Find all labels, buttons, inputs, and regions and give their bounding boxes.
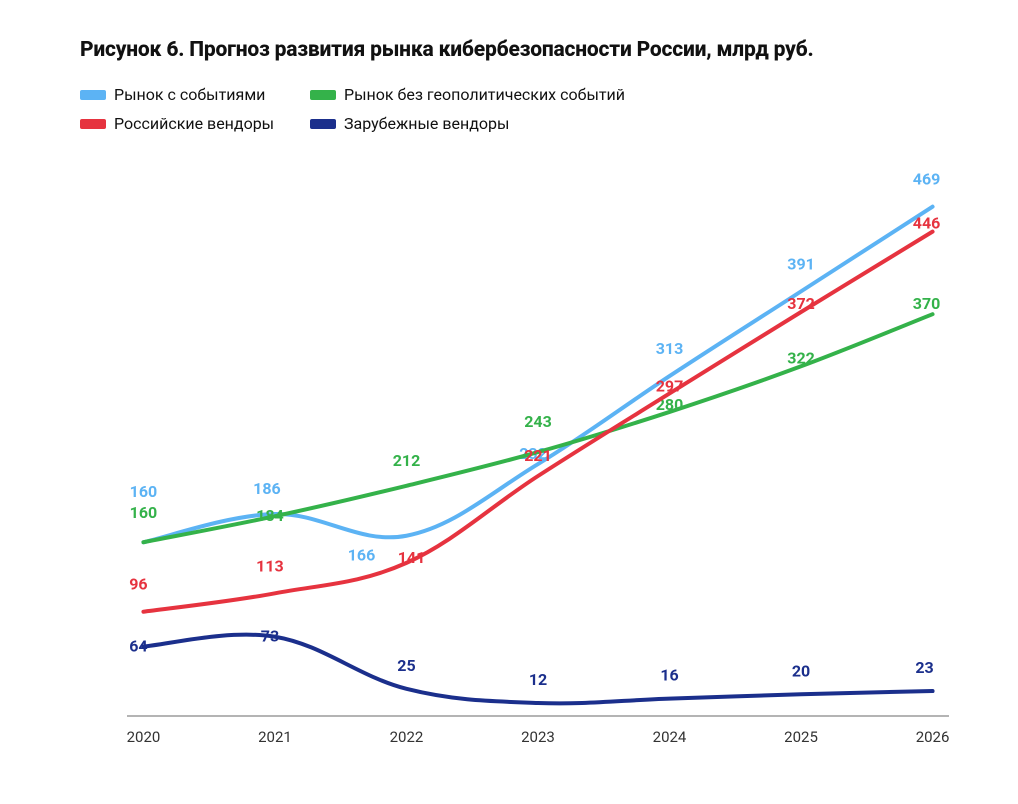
value-label-market_without_events: 322 — [787, 348, 815, 367]
legend-swatch — [310, 119, 336, 129]
legend: Рынок с событиями Рынок без геополитичес… — [80, 85, 690, 133]
value-label-market_without_events: 243 — [524, 412, 552, 431]
value-label-foreign_vendors: 64 — [129, 636, 147, 655]
legend-item: Зарубежные вендоры — [310, 114, 690, 133]
x-tick-label: 2024 — [653, 728, 687, 746]
legend-swatch — [310, 90, 336, 100]
value-label-foreign_vendors: 20 — [792, 661, 810, 680]
chart-title: Рисунок 6. Прогноз развития рынка киберб… — [80, 38, 814, 62]
value-label-foreign_vendors: 23 — [915, 658, 933, 677]
legend-item: Рынок с событиями — [80, 85, 310, 104]
legend-label: Зарубежные вендоры — [344, 114, 509, 133]
chart-plot: 0250500202020212022202320242025202616018… — [127, 173, 949, 756]
value-label-market_with_events: 166 — [348, 546, 376, 565]
value-label-russian_vendors: 446 — [913, 214, 941, 233]
legend-swatch — [80, 90, 106, 100]
value-label-market_with_events: 313 — [656, 339, 684, 358]
x-tick-label: 2023 — [521, 728, 555, 746]
value-label-russian_vendors: 221 — [524, 446, 552, 465]
x-tick-label: 2020 — [127, 728, 160, 746]
value-label-market_without_events: 160 — [130, 503, 158, 522]
value-label-foreign_vendors: 73 — [261, 627, 279, 646]
legend-item: Российские вендоры — [80, 114, 310, 133]
x-tick-label: 2021 — [258, 728, 292, 746]
value-label-russian_vendors: 141 — [398, 548, 426, 567]
value-label-foreign_vendors: 25 — [397, 656, 415, 675]
value-label-russian_vendors: 372 — [787, 294, 815, 313]
value-label-market_with_events: 160 — [130, 482, 158, 501]
value-label-market_without_events: 370 — [913, 294, 941, 313]
value-label-market_with_events: 391 — [787, 254, 815, 273]
legend-label: Рынок без геополитических событий — [344, 85, 625, 104]
legend-label: Российские вендоры — [114, 114, 274, 133]
value-label-foreign_vendors: 12 — [529, 670, 547, 689]
x-tick-label: 2022 — [390, 728, 424, 746]
value-label-market_with_events: 186 — [253, 479, 281, 498]
chart-canvas: Рисунок 6. Прогноз развития рынка киберб… — [0, 0, 1018, 804]
value-label-market_without_events: 212 — [393, 451, 421, 470]
value-label-russian_vendors: 113 — [256, 556, 284, 575]
value-label-russian_vendors: 297 — [656, 376, 684, 395]
x-tick-label: 2025 — [784, 728, 818, 746]
legend-item: Рынок без геополитических событий — [310, 85, 690, 104]
value-label-russian_vendors: 96 — [129, 575, 147, 594]
legend-label: Рынок с событиями — [114, 85, 265, 104]
value-label-foreign_vendors: 16 — [660, 666, 678, 685]
legend-swatch — [80, 119, 106, 129]
x-tick-label: 2026 — [916, 728, 949, 746]
value-label-market_with_events: 469 — [913, 173, 941, 189]
value-label-market_without_events: 184 — [256, 506, 284, 525]
